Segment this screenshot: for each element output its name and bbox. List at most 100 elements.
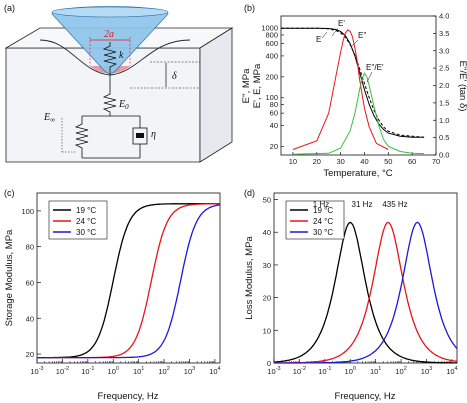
ytick-label-2-3: 30 (263, 261, 271, 270)
loss-modulus-chart: 10-3 10-2 10-1 100 101 102 103 104 0 10 20 30 40 50 1… (244, 192, 458, 402)
ytick-label-1-3: 80 (26, 243, 34, 252)
legend-label-2-0: 19 °C (313, 206, 333, 215)
series-2-1 (274, 221, 458, 364)
spring-k-label: k (119, 50, 124, 61)
ytick-label-b-5: 200 (265, 72, 278, 81)
peak-label-2: 31 Hz (352, 200, 373, 209)
ytick-right-label-b-8: 4.0 (439, 12, 449, 21)
xtick-label-b-3: 40 (360, 157, 368, 166)
ytick-label-b-4: 100 (265, 93, 278, 102)
legend-label-2-1: 24 °C (313, 217, 333, 226)
xlabel-b: Temperature, °C (323, 168, 392, 179)
xlabel-d: Frequency, Hz (334, 391, 395, 402)
depth-label: δ (172, 71, 177, 82)
ytick-right-label-b-7: 3.5 (439, 29, 449, 38)
xtick-label-1-3: 100 (108, 366, 119, 376)
ytick-label-b-6: 400 (265, 51, 278, 60)
leader-tan-delta (366, 71, 373, 83)
ytick-right-label-b-4: 2.0 (439, 81, 449, 90)
xtick-label-b-1: 20 (313, 157, 321, 166)
ytick-label-2-4: 40 (263, 228, 271, 237)
legend-d: 19 °C 24 °C 30 °C (285, 200, 345, 240)
xtick-label-b-2: 30 (336, 157, 344, 166)
ytick-label-b-0: 20 (270, 142, 278, 151)
series-b (281, 27, 425, 155)
xtick-label-2-3: 100 (345, 366, 356, 376)
ytick-label-1-4: 100 (21, 207, 34, 216)
series-b-0 (281, 27, 425, 138)
ylabel-b-inner: E', E, MPa (252, 63, 263, 108)
e0-symbol: E (118, 99, 125, 110)
legend-label-2-2: 30 °C (313, 228, 333, 237)
xtick-label-b-4: 50 (384, 157, 392, 166)
legend-label-1-1: 24 °C (76, 217, 96, 226)
xlabel-c: Frequency, Hz (97, 391, 158, 402)
ytick-label-b-9: 1000 (261, 24, 278, 33)
indentation-diagram: 2a k δ E0 E∞ η (4, 6, 234, 163)
panel-label-a: (a) (4, 3, 15, 13)
ytick-right-label-b-1: 0.5 (439, 133, 449, 142)
ytick-label-2-5: 50 (263, 196, 271, 205)
contact-label: 2a (104, 29, 114, 40)
temperature-sweep-chart: 10 20 30 40 50 60 7020406080100200400600800100… (241, 12, 467, 180)
panel-label-d: (d) (244, 188, 255, 198)
spring-e0 (102, 72, 117, 116)
xtick-label-1-1: 10-2 (56, 366, 69, 376)
einf-label: E∞ (43, 112, 55, 124)
series-2-0 (273, 221, 457, 364)
xtick-label-2-6: 103 (421, 366, 432, 376)
ylabel-c: Storage Modulus, MPa (4, 229, 15, 326)
series-b-3 (292, 72, 425, 155)
indenter-top (51, 6, 169, 18)
leader-e-prime (331, 27, 339, 37)
ytick-label-2-1: 10 (263, 326, 271, 335)
ytick-label-1-2: 60 (26, 278, 34, 287)
spring-einf (74, 116, 89, 158)
legend-c: 19 °C 24 °C 30 °C (48, 200, 108, 240)
ytick-right-label-b-3: 1.5 (439, 98, 449, 107)
ytick-label-b-8: 800 (265, 30, 278, 39)
annotation-e-double-prime: E'' (358, 31, 367, 40)
ylabel-b-outer: E'', MPa (241, 68, 252, 103)
annotation-e-prime: E' (338, 19, 345, 28)
eta-label: η (151, 129, 156, 140)
ylabel-b-right: E''/E' (tan δ) (457, 61, 467, 112)
xtick-label-1-5: 102 (158, 366, 169, 376)
substrate-box-side (199, 27, 233, 163)
ytick-right-label-b-5: 2.5 (439, 64, 449, 73)
xtick-label-1-6: 103 (184, 366, 195, 376)
xtick-label-b-5: 60 (408, 157, 416, 166)
xtick-label-2-4: 101 (370, 366, 381, 376)
storage-modulus-chart: 10-3 10-2 10-1 100 101 102 103 104 20 40 60 80 100 1… (4, 192, 221, 402)
ytick-label-1-1: 40 (26, 314, 34, 323)
ytick-label-b-2: 60 (270, 109, 278, 118)
series-2-2 (274, 221, 458, 364)
xtick-label-b-6: 70 (432, 157, 440, 166)
ytick-label-1-0: 20 (26, 350, 34, 359)
ytick-label-2-0: 0 (267, 359, 271, 368)
ytick-label-b-7: 600 (265, 39, 278, 48)
series-1-2 (37, 204, 221, 359)
ytick-right-label-b-2: 1.0 (439, 116, 449, 125)
dashpot-piston (136, 133, 144, 138)
annotation-tan-delta: E''/E' (366, 63, 384, 72)
xtick-label-1-4: 101 (133, 366, 144, 376)
leader-e (321, 31, 328, 39)
xtick-label-2-1: 10-2 (293, 366, 306, 376)
xtick-label-1-2: 10-1 (81, 366, 94, 376)
xtick-label-2-0: 10-3 (267, 366, 280, 376)
xtick-label-2-5: 102 (395, 366, 406, 376)
ytick-label-2-2: 20 (263, 294, 271, 303)
series-b-2 (292, 29, 389, 150)
leader-e-double-prime (351, 39, 359, 47)
ytick-right-label-b-0: 0.0 (439, 151, 449, 160)
xtick-label-1-7: 104 (209, 366, 220, 376)
xtick-label-1-0: 10-3 (30, 366, 43, 376)
ytick-label-b-3: 80 (270, 100, 278, 109)
xtick-label-b-0: 10 (289, 157, 297, 166)
einf-subscript: ∞ (50, 116, 55, 124)
peak-label-1: 1 Hz (313, 200, 329, 209)
series-c (37, 203, 221, 359)
ticks-c: 10-3 10-2 10-1 100 101 102 103 104 20 40 60 80 100 (21, 207, 220, 376)
peak-label-3: 435 Hz (382, 200, 407, 209)
